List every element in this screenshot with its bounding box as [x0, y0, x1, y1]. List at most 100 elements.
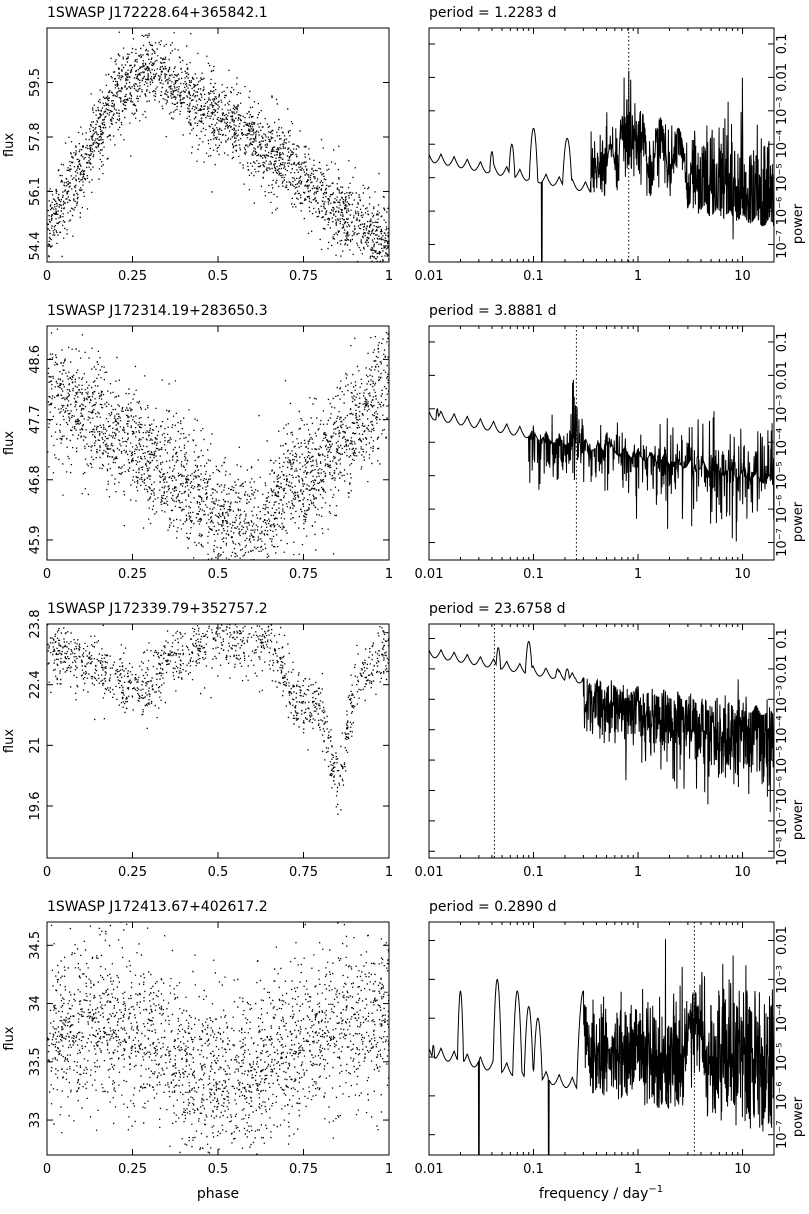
y-tick-label: 59.5 [28, 68, 43, 97]
y-tick-label: 33.5 [28, 1047, 43, 1076]
y-tick-label: 10⁻⁷ [775, 807, 790, 836]
x-tick-label: 0.25 [118, 269, 147, 284]
plot-frame [46, 921, 390, 1156]
x-axis-label-frequency: frequency / day−1 [539, 1184, 663, 1202]
panel-title: period = 3.8881 d [429, 303, 557, 319]
x-tick-label: 0.25 [118, 567, 147, 582]
y-tick-label: 0.1 [775, 628, 790, 649]
y-tick-label: 10⁻⁷ [775, 230, 790, 259]
x-tick-label: 1 [634, 1162, 642, 1177]
x-tick-label: 0.25 [118, 865, 147, 880]
y-tick-label: 10⁻⁴ [775, 130, 790, 159]
y-axis-label: power [791, 203, 806, 244]
panel-4: period = 3.8881 d 0.01 0.1 1 10 10⁻⁷ 10⁻⁶ 10⁻⁵ 1… [415, 303, 806, 582]
y-axis-label: power [791, 1096, 806, 1137]
y-tick-label: 54.4 [28, 231, 43, 260]
data-points [47, 624, 389, 815]
y-tick-label: 57.8 [28, 123, 43, 152]
y-tick-label: 10⁻⁵ [775, 746, 790, 775]
y-tick-label: 10⁻⁶ [775, 197, 790, 226]
y-tick-label: 10⁻⁵ [775, 163, 790, 192]
x-tick-label: 0.01 [415, 865, 444, 880]
plot-area [47, 28, 389, 262]
plot-frame [46, 623, 390, 859]
x-tick-label: 10 [734, 567, 751, 582]
x-tick-label: 0.75 [289, 1162, 318, 1177]
periodogram-line [429, 640, 774, 813]
panel-8: period = 0.2890 d 0.01 0.1 1 10 10⁻⁷ 10⁻⁶ 10⁻⁵ 1… [415, 899, 806, 1177]
y-tick-label: 34 [28, 995, 43, 1012]
y-tick-label: 33 [28, 1112, 43, 1129]
data-points [47, 28, 389, 262]
x-axis-label-phase: phase [197, 1186, 239, 1202]
plot-frame [428, 623, 775, 859]
x-tick-label: 0.75 [289, 269, 318, 284]
y-tick-label: 0.01 [775, 361, 790, 390]
panel-title: 1SWASP J172413.67+402617.2 [47, 899, 268, 915]
y-tick-label: 21 [28, 737, 43, 754]
y-tick-label: 23.8 [28, 610, 43, 639]
plot-area [47, 624, 389, 815]
y-tick-label: 10⁻⁴ [775, 715, 790, 744]
periodogram-line [429, 939, 774, 1155]
y-tick-label: 56.1 [28, 177, 43, 206]
x-tick-label: 0.01 [415, 269, 444, 284]
x-tick-label: 0.1 [523, 567, 544, 582]
y-tick-label: 10⁻⁵ [775, 461, 790, 490]
y-axis-label: flux [2, 133, 17, 157]
y-tick-label: 46.8 [28, 465, 43, 494]
panel-5: 1SWASP J172339.79+352757.2 0 0.25 0.5 0.75 1 1… [2, 601, 393, 880]
x-tick-label: 0.5 [208, 865, 229, 880]
y-tick-label: 10⁻³ [775, 96, 790, 125]
y-tick-label: 0.1 [775, 34, 790, 55]
periodogram-line [429, 379, 774, 542]
x-tick-label: 0.01 [415, 567, 444, 582]
plot-area [429, 939, 774, 1155]
panel-1: 1SWASP J172228.64+365842.1 0 0.25 0.5 0.75 1 5… [2, 5, 393, 284]
y-tick-label: 10⁻⁶ [775, 1082, 790, 1111]
y-axis-label: flux [2, 729, 17, 753]
x-tick-label: 10 [734, 1162, 751, 1177]
x-tick-label: 0.75 [289, 865, 318, 880]
x-tick-label: 1 [385, 865, 393, 880]
x-tick-label: 1 [385, 1162, 393, 1177]
y-tick-label: 10⁻⁸ [775, 837, 790, 866]
panel-title: period = 1.2283 d [429, 5, 557, 21]
y-tick-label: 10⁻⁴ [775, 1004, 790, 1033]
panel-2: period = 1.2283 d 0.01 0.1 1 10 10⁻⁷ 10⁻⁶ 10⁻⁵ 1… [415, 5, 806, 284]
panel-title: period = 23.6758 d [429, 601, 565, 617]
y-tick-label: 0.01 [775, 63, 790, 92]
y-tick-label: 34.5 [28, 931, 43, 960]
x-tick-label: 0.75 [289, 567, 318, 582]
plot-frame [46, 325, 390, 561]
x-tick-label: 1 [634, 865, 642, 880]
x-tick-label: 0.25 [118, 1162, 147, 1177]
panel-6: period = 23.6758 d 0.01 0.1 1 10 10⁻⁸10⁻⁷ 10⁻⁶… [415, 601, 806, 880]
y-tick-label: 22.4 [28, 670, 43, 699]
x-tick-label: 1 [634, 269, 642, 284]
x-tick-label: 1 [634, 567, 642, 582]
y-tick-label: 10⁻³ [775, 685, 790, 714]
y-tick-label: 0.01 [775, 654, 790, 683]
x-tick-label: 0.1 [523, 865, 544, 880]
x-tick-label: 0 [43, 865, 51, 880]
periodogram-line [429, 70, 774, 262]
panel-title: 1SWASP J172339.79+352757.2 [47, 601, 268, 617]
y-axis-label: flux [2, 431, 17, 455]
y-tick-label: 10⁻³ [775, 394, 790, 423]
y-tick-label: 0.1 [775, 332, 790, 353]
plot-frame [428, 27, 775, 263]
x-tick-label: 0.1 [523, 269, 544, 284]
y-tick-label: 48.6 [28, 345, 43, 374]
x-tick-label: 0 [43, 269, 51, 284]
y-tick-label: 10⁻⁵ [775, 1043, 790, 1072]
y-tick-label: 10⁻⁷ [775, 1120, 790, 1149]
y-axis-label: flux [2, 1026, 17, 1050]
plot-area [47, 326, 389, 560]
y-tick-label: 10⁻³ [775, 965, 790, 994]
panel-title: period = 0.2890 d [429, 899, 557, 915]
x-tick-label: 0.1 [523, 1162, 544, 1177]
y-axis-label: power [791, 799, 806, 840]
plot-frame [428, 921, 775, 1156]
